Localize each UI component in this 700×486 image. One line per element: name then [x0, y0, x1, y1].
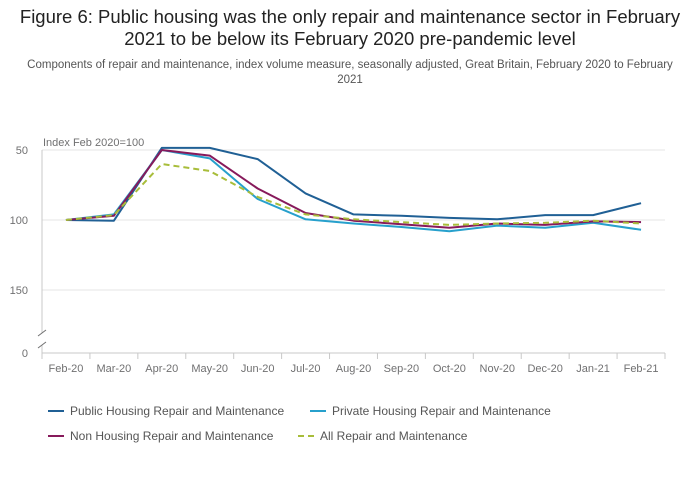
x-tick-label: Jan-21	[576, 363, 610, 375]
series-line-1	[65, 146, 642, 222]
series-line-3	[65, 149, 642, 229]
legend-item[interactable]: Non Housing Repair and Maintenance	[48, 429, 273, 443]
legend-swatch	[310, 410, 326, 412]
x-tick-label: Mar-20	[96, 363, 131, 375]
axis-break-mark	[37, 341, 47, 349]
y-tick-label: 50	[16, 145, 28, 157]
x-tick-label: Jun-20	[241, 363, 275, 375]
legend-item[interactable]: All Repair and Maintenance	[298, 429, 467, 443]
axis-break-mark	[37, 329, 47, 337]
legend-swatch	[298, 435, 314, 437]
x-tick-label: Oct-20	[433, 363, 466, 375]
x-tick-label: Feb-20	[49, 363, 84, 375]
x-tick-label: Nov-20	[480, 363, 515, 375]
x-tick-label: Dec-20	[527, 363, 562, 375]
x-tick-label: Apr-20	[145, 363, 178, 375]
legend-swatch	[48, 435, 64, 437]
y-tick-label: 100	[10, 215, 28, 227]
y-tick-label: 0	[22, 348, 28, 360]
x-tick-label: Feb-21	[624, 363, 659, 375]
legend-label: Private Housing Repair and Maintenance	[332, 404, 551, 418]
x-tick-label: Jul-20	[291, 363, 321, 375]
legend-label: Public Housing Repair and Maintenance	[70, 404, 285, 418]
chart-title: Figure 6: Public housing was the only re…	[19, 6, 681, 49]
legend-swatch	[48, 410, 64, 412]
legend-item[interactable]: Public Housing Repair and Maintenance	[48, 404, 284, 418]
legend-label: Non Housing Repair and Maintenance	[70, 429, 274, 443]
y-tick-label: 150	[10, 285, 28, 297]
x-tick-label: Aug-20	[336, 363, 371, 375]
x-tick-label: May-20	[191, 363, 228, 375]
chart-subtitle: Components of repair and maintenance, in…	[27, 59, 673, 86]
x-tick-label: Sep-20	[384, 363, 419, 375]
series-line-4	[65, 163, 642, 226]
y-axis-label: Index Feb 2020=100	[43, 137, 144, 149]
legend-label: All Repair and Maintenance	[320, 429, 468, 443]
legend-item[interactable]: Private Housing Repair and Maintenance	[310, 404, 551, 418]
